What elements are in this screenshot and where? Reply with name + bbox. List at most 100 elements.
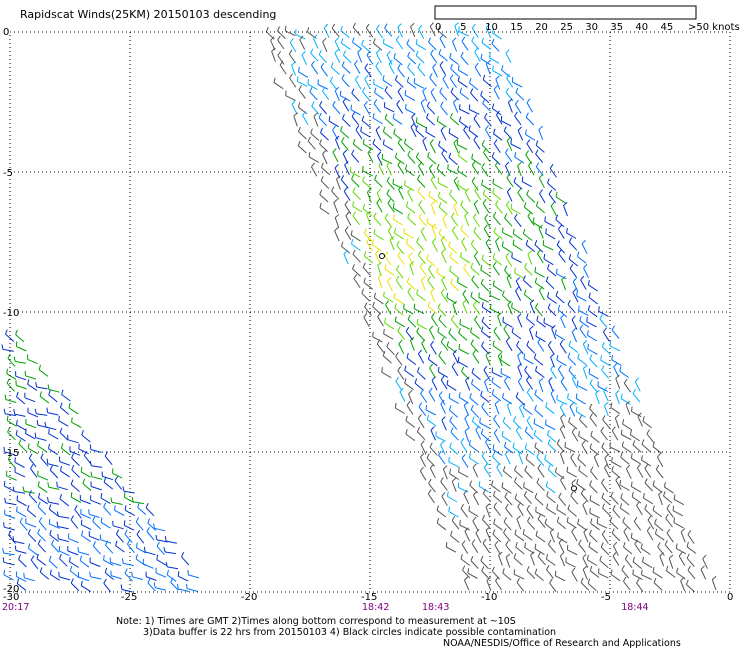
wind-barb-feather — [56, 521, 59, 527]
wind-barb-feather — [352, 37, 355, 43]
wind-barb-feather — [417, 186, 421, 192]
wind-barb-feather — [546, 491, 549, 497]
wind-barb-feather — [556, 355, 559, 361]
wind-barb-feather — [652, 480, 655, 486]
wind-barb-feather — [383, 291, 385, 297]
wind-barb — [406, 405, 414, 415]
wind-barb-feather — [137, 502, 140, 508]
wind-barb-feather — [449, 416, 453, 422]
wind-barb — [676, 572, 686, 580]
wind-barb — [458, 155, 468, 163]
wind-barb — [625, 404, 631, 415]
wind-barb-feather — [15, 430, 18, 436]
wind-barb — [468, 510, 479, 517]
wind-barb-feather — [439, 61, 444, 66]
wind-barb-feather — [395, 35, 400, 41]
lon-tick-label: -15 — [361, 592, 377, 603]
wind-barb — [395, 79, 404, 88]
wind-barb-feather — [491, 480, 494, 486]
wind-barb-feather — [443, 465, 448, 470]
wind-barb-feather — [686, 541, 689, 547]
wind-barb-feather — [527, 250, 532, 255]
wind-barb — [362, 170, 373, 177]
wind-barb — [166, 540, 177, 544]
wind-barb — [45, 426, 57, 431]
wind-barb — [462, 303, 468, 314]
wind-barb-feather — [463, 489, 468, 495]
wind-barb — [549, 582, 557, 593]
wind-barb-feather — [580, 577, 584, 583]
wind-barb-feather — [39, 567, 43, 573]
wind-barb-feather — [384, 264, 387, 270]
wind-barb — [81, 585, 91, 593]
wind-barb-feather — [523, 482, 525, 488]
wind-barb — [655, 533, 665, 541]
wind-barb — [59, 432, 69, 441]
wind-barb-feather — [407, 150, 411, 156]
wind-barb-feather — [427, 276, 431, 281]
wind-barb — [560, 417, 566, 429]
wind-barb — [334, 52, 341, 64]
wind-barb-feather — [413, 303, 416, 309]
wind-barb-feather — [483, 224, 488, 230]
wind-barb-feather — [59, 427, 63, 433]
wind-barb-feather — [16, 391, 19, 397]
wind-barb — [516, 582, 525, 592]
wind-barb — [71, 457, 80, 466]
wind-barb — [277, 55, 285, 65]
wind-barb — [448, 245, 458, 254]
wind-barb-feather — [462, 565, 466, 571]
wind-barb-feather — [122, 486, 125, 492]
wind-barb-feather — [418, 213, 422, 219]
wind-barb — [27, 533, 37, 543]
wind-barb — [57, 526, 69, 530]
wind-barb-feather — [528, 161, 532, 166]
wind-barb-feather — [441, 492, 446, 497]
wind-barb-feather — [497, 312, 502, 317]
wind-barb-feather — [366, 210, 371, 215]
wind-barb — [611, 430, 619, 441]
wind-barb-feather — [135, 554, 138, 560]
wind-barb-feather — [544, 216, 546, 222]
wind-barb — [493, 133, 503, 141]
wind-barb — [599, 560, 609, 568]
wind-barb — [481, 42, 492, 50]
wind-barb-feather — [533, 429, 537, 435]
wind-barb-feather — [537, 551, 541, 557]
wind-barb-feather — [420, 389, 424, 394]
wind-barb-feather — [503, 517, 507, 523]
wind-barb-feather — [321, 162, 324, 168]
wind-barb — [458, 69, 469, 77]
wind-barb-feather — [599, 314, 603, 320]
wind-barb-feather — [408, 252, 413, 257]
wind-barb-feather — [472, 300, 477, 306]
wind-barb — [622, 423, 633, 431]
wind-barb-feather — [177, 571, 180, 577]
wind-barb-feather — [495, 200, 499, 206]
wind-barb-feather — [512, 442, 515, 448]
wind-barb-feather — [678, 551, 683, 557]
wind-barb — [623, 580, 631, 591]
wind-barb-feather — [177, 583, 179, 589]
wind-barb-feather — [657, 452, 661, 458]
wind-barb — [558, 253, 566, 263]
wind-barb-feather — [428, 478, 432, 484]
wind-barb — [612, 555, 620, 566]
wind-barb-feather — [471, 36, 475, 42]
wind-barb-feather — [514, 529, 517, 535]
wind-barb — [534, 497, 544, 506]
wind-barb — [560, 381, 568, 392]
wind-barb-feather — [555, 214, 559, 220]
wind-barb-feather — [440, 375, 445, 381]
wind-barb-feather — [631, 406, 633, 412]
wind-barb-feather — [571, 327, 577, 333]
wind-barb — [461, 241, 468, 252]
wind-barb-feather — [396, 240, 400, 246]
wind-barb-feather — [415, 50, 419, 56]
wind-barb — [595, 393, 600, 405]
wind-barb-feather — [556, 504, 559, 510]
wind-barb-feather — [664, 540, 668, 546]
wind-barb-feather — [59, 402, 63, 408]
wind-barb-feather — [521, 176, 524, 182]
wind-barb-feather — [371, 239, 374, 245]
